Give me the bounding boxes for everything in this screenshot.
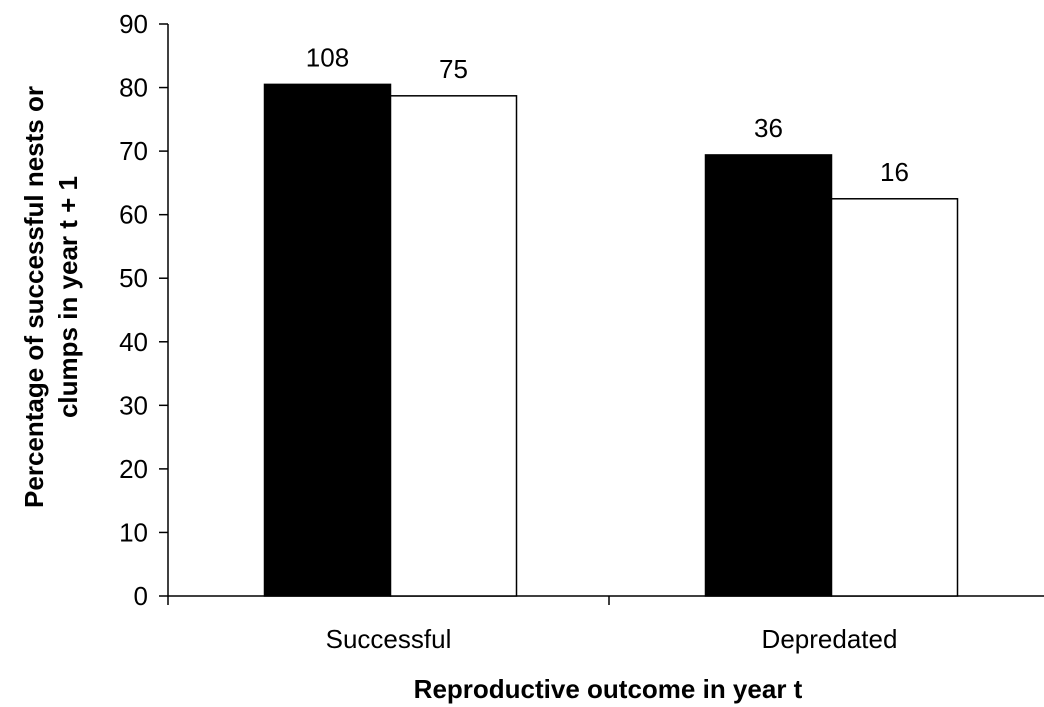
y-tick-label: 10	[119, 517, 148, 547]
bar-successful-series-2	[389, 95, 518, 597]
bars	[263, 83, 959, 597]
y-tick-label: 0	[134, 581, 148, 611]
y-tick-label: 50	[119, 263, 148, 293]
x-axis-title: Reproductive outcome in year t	[414, 674, 803, 704]
y-axis-title: Percentage of successful nests or clumps…	[19, 86, 83, 508]
category-label-successful: Successful	[326, 624, 452, 654]
data-label: 16	[880, 157, 909, 187]
y-tick-label: 40	[119, 327, 148, 357]
bar-depredated-series-2	[830, 198, 959, 597]
data-labels: 108 75 36 16	[306, 42, 909, 186]
y-axis-title-line-2: clumps in year t + 1	[53, 176, 83, 418]
bar-depredated-series-1	[704, 154, 833, 597]
y-tick-label: 90	[119, 9, 148, 39]
y-tick-label: 30	[119, 390, 148, 420]
data-label: 108	[306, 42, 349, 72]
y-tick-label: 70	[119, 136, 148, 166]
category-labels: Successful Depredated	[326, 624, 898, 654]
y-axis: 0 10 20 30 40 50 60 70 80 90	[119, 9, 169, 611]
y-tick-label: 60	[119, 200, 148, 230]
data-label: 36	[754, 113, 783, 143]
y-axis-title-line-1: Percentage of successful nests or	[19, 86, 49, 508]
y-tick-label: 20	[119, 454, 148, 484]
x-axis	[167, 595, 1044, 605]
y-tick-label: 80	[119, 73, 148, 103]
y-ticks: 0 10 20 30 40 50 60 70 80 90	[119, 9, 168, 611]
bar-successful-series-1	[263, 83, 392, 597]
category-label-depredated: Depredated	[762, 624, 898, 654]
data-label: 75	[439, 54, 468, 84]
x-ticks	[167, 596, 610, 605]
